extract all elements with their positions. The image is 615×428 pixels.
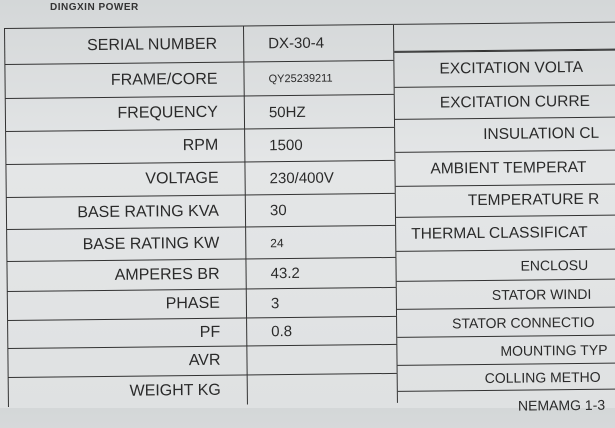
spec-label-right: EXCITATION VOLTA — [439, 58, 584, 78]
spec-label: SERIAL NUMBER — [4, 26, 245, 64]
spec-label-right: STATOR CONNECTIO — [452, 313, 595, 331]
spec-label: FRAME/CORE — [4, 62, 245, 98]
spec-row: BASE RATING KVA 30 — [5, 192, 397, 229]
spec-label: RPM — [5, 129, 246, 164]
spec-row: FREQUENCY 50HZ — [4, 93, 396, 131]
spec-row-right: MOUNTING TYP — [397, 334, 615, 365]
spec-row-right: EXCITATION CURRE — [394, 84, 615, 119]
spec-label-right: INSULATION CL — [483, 124, 600, 143]
spec-row-right: STATOR WINDI — [396, 278, 615, 309]
spec-label-right: TEMPERATURE R — [467, 190, 600, 210]
spec-row: PF 0.8 — [7, 315, 398, 348]
spec-label: BASE RATING KW — [6, 227, 247, 261]
spec-value — [247, 373, 398, 405]
spec-value: QY25239211 — [244, 60, 395, 96]
spec-row: FRAME/CORE QY25239211 — [4, 59, 395, 98]
spec-row-right: TEMPERATURE R — [395, 183, 615, 217]
spec-label-right: AMBIENT TEMPERAT — [430, 158, 587, 178]
spec-row: AVR — [7, 343, 398, 377]
spec-row-right: NEMAMG 1-3 — [397, 388, 615, 421]
spec-value: 30 — [245, 193, 397, 227]
spec-value: 50HZ — [244, 94, 396, 129]
nameplate-table: SERIAL NUMBER DX-30-4 FRAME/CORE QY25239211… — [4, 21, 615, 428]
spec-label: AVR — [7, 346, 248, 377]
spec-label-right: STATOR WINDI — [491, 285, 592, 303]
spec-label-right: ENCLOSU — [520, 256, 589, 274]
spec-label: WEIGHT KG — [7, 375, 248, 407]
spec-label: PF — [7, 318, 248, 348]
spec-value: 230/400V — [245, 160, 396, 195]
spec-label-right: EXCITATION CURRE — [439, 92, 591, 111]
spec-value: 0.8 — [247, 316, 398, 346]
spec-value: 3 — [246, 287, 398, 318]
right-header-cell — [393, 21, 615, 52]
spec-row: AMPERES BR 43.2 — [6, 256, 397, 291]
spec-row-right: INSULATION CL — [394, 116, 615, 152]
spec-label: FREQUENCY — [4, 96, 246, 131]
spec-value: DX-30-4 — [243, 24, 395, 62]
spec-row: SERIAL NUMBER DX-30-4 — [4, 23, 395, 64]
spec-row-right: THERMAL CLASSIFICAT — [395, 214, 615, 251]
brand-logo-text: DINGXIN POWER — [50, 2, 139, 13]
spec-label: VOLTAGE — [5, 162, 246, 197]
spec-label-right: MOUNTING TYP — [500, 341, 608, 359]
spec-row-right: STATOR CONNECTIO — [396, 306, 615, 337]
spec-row-right: AMBIENT TEMPERAT — [395, 149, 615, 186]
spec-label: AMPERES BR — [6, 259, 247, 291]
spec-row: PHASE 3 — [6, 286, 398, 320]
spec-row-right: COLLING METHO — [397, 362, 615, 391]
spec-row: VOLTAGE 230/400V — [5, 159, 396, 197]
spec-value: 1500 — [245, 127, 396, 162]
spec-row: RPM 1500 — [5, 126, 396, 164]
spec-label-right: NEMAMG 1-3 — [517, 396, 606, 414]
spec-row: BASE RATING KW 24 — [6, 224, 397, 261]
spec-value: 43.2 — [246, 257, 397, 289]
spec-label: PHASE — [6, 289, 248, 320]
spec-value: 24 — [246, 225, 397, 259]
spec-label-right: COLLING METHO — [484, 368, 601, 386]
spec-row: WEIGHT KG — [7, 372, 398, 407]
spec-row-right: EXCITATION VOLTA — [394, 49, 615, 87]
spec-label: BASE RATING KVA — [5, 195, 247, 229]
spec-label-right: THERMAL CLASSIFICAT — [411, 223, 588, 243]
spec-value — [247, 344, 398, 375]
spec-row-right: ENCLOSU — [396, 248, 615, 281]
